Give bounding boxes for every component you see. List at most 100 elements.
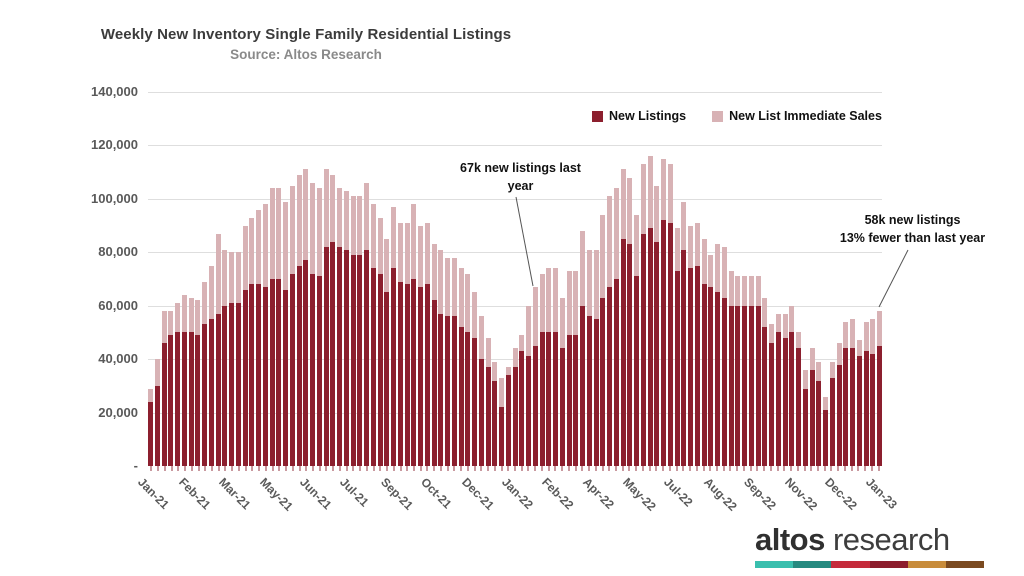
axis-tick-mark xyxy=(540,466,543,471)
axis-tick-mark xyxy=(365,466,368,471)
bar-week-96 xyxy=(789,92,795,466)
bar-segment-immediate-sales xyxy=(310,182,316,274)
axis-tick-mark xyxy=(870,466,873,471)
axis-tick-mark xyxy=(372,466,375,471)
bar-segment-immediate-sales xyxy=(148,388,154,402)
bar-segment-immediate-sales xyxy=(262,204,268,288)
bar-segment-new-listings xyxy=(330,241,336,466)
x-axis-label-Sep-21: Sep-21 xyxy=(377,475,416,513)
bar-week-74 xyxy=(640,92,646,466)
axis-tick-mark xyxy=(231,466,234,471)
gridline-140000 xyxy=(148,92,882,93)
legend-label: New List Immediate Sales xyxy=(729,109,882,123)
bar-segment-new-listings xyxy=(188,332,194,466)
bar-segment-immediate-sales xyxy=(715,244,721,293)
bar-segment-new-listings xyxy=(735,305,741,466)
bar-week-2 xyxy=(154,92,160,466)
axis-tick-mark xyxy=(412,466,415,471)
bar-segment-new-listings xyxy=(796,348,802,466)
bar-week-48 xyxy=(465,92,471,466)
bar-week-75 xyxy=(647,92,653,466)
axis-tick-mark xyxy=(668,466,671,471)
gridline-80000 xyxy=(148,252,882,254)
logo-word-research: research xyxy=(824,522,950,557)
bar-segment-new-listings xyxy=(721,297,727,466)
axis-tick-mark xyxy=(493,466,496,471)
bar-week-56 xyxy=(519,92,525,466)
bar-week-105 xyxy=(850,92,856,466)
bar-week-28 xyxy=(330,92,336,466)
bar-week-87 xyxy=(728,92,734,466)
bar-segment-new-listings xyxy=(674,271,680,466)
bar-week-39 xyxy=(404,92,410,466)
bar-week-44 xyxy=(438,92,444,466)
axis-tick-mark xyxy=(621,466,624,471)
axis-tick-mark xyxy=(702,466,705,471)
bar-segment-new-listings xyxy=(384,292,390,466)
logo-bar-segment-1 xyxy=(793,561,832,568)
bar-segment-new-listings xyxy=(742,305,748,466)
axis-tick-mark xyxy=(554,466,557,471)
bar-segment-new-listings xyxy=(654,241,660,466)
bar-segment-new-listings xyxy=(337,246,343,466)
axis-tick-mark xyxy=(756,466,759,471)
bar-segment-immediate-sales xyxy=(168,311,174,336)
axis-tick-mark xyxy=(864,466,867,471)
bar-segment-new-listings xyxy=(242,289,248,466)
axis-tick-mark xyxy=(655,466,658,471)
bar-segment-immediate-sales xyxy=(505,367,511,376)
bar-segment-immediate-sales xyxy=(674,228,680,271)
bar-segment-new-listings xyxy=(667,222,673,466)
axis-tick-mark xyxy=(857,466,860,471)
axis-tick-mark xyxy=(446,466,449,471)
bar-week-11 xyxy=(215,92,221,466)
bar-week-18 xyxy=(262,92,268,466)
bar-segment-immediate-sales xyxy=(175,303,181,333)
bar-segment-immediate-sales xyxy=(391,206,397,269)
axis-tick-mark xyxy=(157,466,160,471)
bar-segment-immediate-sales xyxy=(431,244,437,301)
bar-week-61 xyxy=(553,92,559,466)
chart-subtitle: Source: Altos Research xyxy=(230,47,382,62)
bar-week-9 xyxy=(202,92,208,466)
bar-segment-immediate-sales xyxy=(600,214,606,298)
legend-item-1: New List Immediate Sales xyxy=(712,109,882,123)
axis-tick-mark xyxy=(305,466,308,471)
bar-segment-immediate-sales xyxy=(823,396,829,410)
bar-segment-immediate-sales xyxy=(377,217,383,274)
bar-week-20 xyxy=(276,92,282,466)
bar-segment-new-listings xyxy=(357,254,363,466)
altos-research-logo: altos research xyxy=(755,522,987,568)
axis-tick-mark xyxy=(547,466,550,471)
x-axis-label-Jun-21: Jun-21 xyxy=(297,475,335,513)
axis-tick-mark xyxy=(352,466,355,471)
bar-segment-immediate-sales xyxy=(195,300,201,336)
axis-tick-mark xyxy=(527,466,530,471)
bar-segment-immediate-sales xyxy=(343,190,349,250)
bar-week-80 xyxy=(681,92,687,466)
axis-tick-mark xyxy=(184,466,187,471)
axis-tick-mark xyxy=(210,466,213,471)
axis-tick-mark xyxy=(635,466,638,471)
bar-week-26 xyxy=(316,92,322,466)
bar-segment-immediate-sales xyxy=(337,188,343,247)
axis-tick-mark xyxy=(783,466,786,471)
x-axis-label-Nov-22: Nov-22 xyxy=(781,475,821,514)
legend-swatch-icon xyxy=(592,110,603,122)
bar-segment-new-listings xyxy=(600,297,606,466)
gridline-60000 xyxy=(148,305,882,307)
bar-segment-immediate-sales xyxy=(809,348,815,370)
bar-week-49 xyxy=(472,92,478,466)
bar-week-27 xyxy=(323,92,329,466)
bar-segment-new-listings xyxy=(613,279,619,466)
bar-week-12 xyxy=(222,92,228,466)
axis-tick-mark xyxy=(601,466,604,471)
bar-segment-immediate-sales xyxy=(458,268,464,328)
bar-segment-immediate-sales xyxy=(782,313,788,338)
bar-segment-immediate-sales xyxy=(323,169,329,247)
logo-color-bar xyxy=(755,561,985,568)
bar-segment-immediate-sales xyxy=(269,188,275,279)
bar-segment-immediate-sales xyxy=(242,225,248,290)
bar-segment-new-listings xyxy=(505,375,511,466)
bar-segment-immediate-sales xyxy=(701,238,707,285)
